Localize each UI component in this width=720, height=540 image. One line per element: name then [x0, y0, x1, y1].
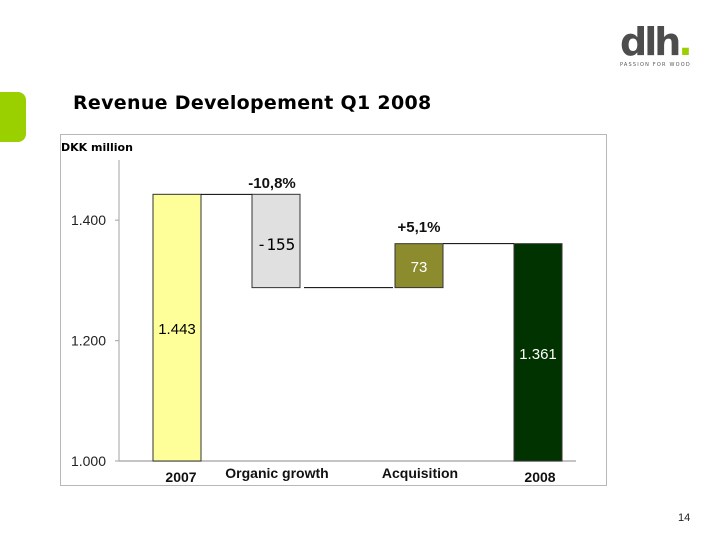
unit-label: DKK million [61, 141, 133, 154]
bar-organic-growth [251, 193, 301, 289]
accent-bar [0, 92, 26, 142]
data-label-2007: 1.443 [158, 321, 196, 338]
y-tick-label: 1.000 [71, 453, 106, 469]
category-label-organic-growth: Organic growth [225, 465, 328, 481]
category-label-2007: 2007 [165, 469, 196, 485]
bar-acquisition [394, 243, 444, 289]
data-label-2008: 1.361 [519, 346, 557, 363]
pct-label-acquisition: +5,1% [398, 219, 441, 236]
pct-label-organic-growth: -10,8% [248, 175, 296, 192]
category-label-2008: 2008 [524, 469, 555, 485]
bar-2007 [152, 193, 202, 462]
logo-tagline: PASSION FOR WOOD [620, 62, 691, 68]
category-label-acquisition: Acquisition [382, 465, 458, 481]
bar-2008 [513, 243, 563, 462]
page-number: 14 [678, 512, 691, 524]
logo-wordmark: dlh. [620, 20, 693, 64]
y-tick-label: 1.200 [71, 333, 106, 349]
dlh-logo: dlh. PASSION FOR WOOD [620, 20, 700, 74]
data-label-organic-growth: -155 [257, 235, 296, 254]
slide-title: Revenue Developement Q1 2008 [73, 92, 432, 114]
y-tick-label: 1.400 [71, 212, 106, 228]
data-label-acquisition: 73 [411, 259, 428, 276]
